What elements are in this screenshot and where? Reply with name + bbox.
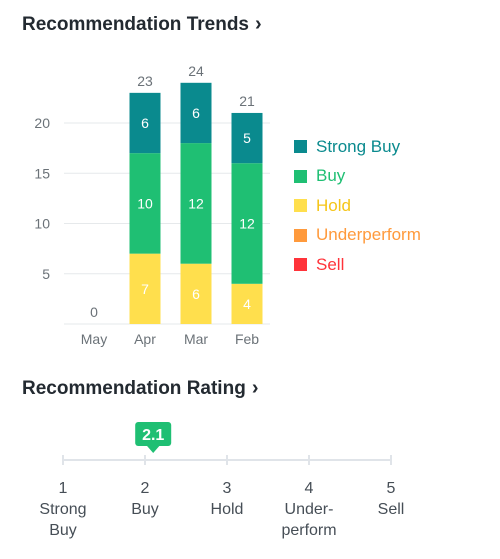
legend-item-hold[interactable]: Hold [294, 191, 421, 221]
x-tick-label: Apr [134, 331, 156, 347]
rating-scale-item: 3 Hold [182, 478, 272, 520]
bar-value-label: 12 [239, 216, 255, 232]
bar-segment-hold[interactable] [180, 263, 212, 324]
bar-value-label: 4 [243, 296, 251, 312]
legend-label: Hold [316, 195, 351, 215]
recommendation-trends-title[interactable]: Recommendation Trends › [22, 13, 262, 36]
chevron-right-icon: › [255, 13, 262, 35]
bar-segment-buy[interactable] [129, 153, 161, 254]
rating-scale-number: 3 [222, 480, 232, 497]
legend-swatch [294, 140, 307, 154]
legend-label: Strong Buy [316, 136, 401, 156]
rating-scale-number: 2 [140, 480, 150, 497]
legend-swatch [294, 169, 307, 183]
rating-scale-label: Hold [210, 501, 244, 518]
bar-value-label: 10 [137, 195, 153, 211]
legend-swatch [294, 199, 307, 213]
x-tick-label: Feb [235, 331, 259, 347]
bar-value-label: 6 [192, 286, 200, 302]
recommendation-rating-label: Recommendation Rating [22, 377, 246, 399]
bar-segment-strong-buy[interactable] [129, 92, 161, 154]
bar-total-label: 21 [239, 93, 255, 109]
rating-scale-label: perform [281, 522, 337, 539]
legend-label: Underperform [316, 225, 421, 245]
bar-value-label: 5 [243, 130, 251, 146]
bar-segment-hold[interactable] [231, 283, 263, 324]
legend-item-sell[interactable]: Sell [294, 250, 421, 280]
bar-segment-strong-buy[interactable] [231, 112, 263, 164]
recommendation-trends-chart: 5 10 15 20 0 May 7 10 6 23 Apr 6 12 6 24 Mar 4 12 5 21 Feb [34, 63, 270, 347]
rating-marker: 2.1 [135, 422, 172, 453]
rating-scale-label: Buy [49, 522, 77, 539]
x-tick-label: Mar [184, 331, 208, 347]
y-tick-label: 15 [34, 165, 50, 181]
rating-scale-labels: 1 Strong Buy 2 Buy 3 Hold 4 Under-perform 5 Sell [0, 478, 500, 548]
rating-scale-label: Buy [131, 501, 159, 518]
rating-scale-item: 2 Buy [100, 478, 190, 520]
bar-segment-strong-buy[interactable] [180, 82, 212, 144]
rating-value: 2.1 [142, 427, 164, 444]
rating-scale-number: 5 [386, 480, 396, 497]
rating-scale-label: Strong [39, 501, 87, 518]
legend-swatch [294, 228, 307, 242]
bar-segment-buy[interactable] [180, 143, 212, 264]
bar-value-label: 6 [141, 115, 149, 131]
bar-segment-hold[interactable] [129, 253, 161, 324]
bar-total-label: 0 [90, 304, 98, 320]
legend-label: Buy [316, 166, 346, 186]
x-tick-label: May [81, 331, 107, 347]
bar-total-label: 23 [137, 73, 153, 89]
y-tick-label: 10 [34, 216, 50, 232]
bar-value-label: 6 [192, 105, 200, 121]
rating-scale-label: Sell [377, 501, 405, 518]
rating-scale: 2.1 [62, 422, 392, 465]
rating-scale-number: 1 [58, 480, 68, 497]
recommendation-trends-label: Recommendation Trends [22, 13, 249, 35]
rating-scale-label: Under- [284, 501, 334, 518]
bar-total-label: 24 [188, 63, 204, 79]
y-tick-label: 20 [34, 115, 50, 131]
recommendation-rating-title[interactable]: Recommendation Rating › [22, 377, 258, 400]
legend-item-underperform[interactable]: Underperform [294, 221, 421, 251]
bar-value-label: 7 [141, 281, 149, 297]
y-tick-label: 5 [42, 266, 50, 282]
chart-legend: Strong Buy Buy Hold Underperform Sell [294, 132, 421, 280]
legend-item-buy[interactable]: Buy [294, 162, 421, 192]
rating-scale-item: 1 Strong Buy [18, 478, 108, 541]
bar-value-label: 12 [188, 195, 204, 211]
legend-swatch [294, 258, 307, 272]
rating-scale-item: 4 Under-perform [264, 478, 354, 541]
legend-label: Sell [316, 254, 345, 274]
bar-segment-buy[interactable] [231, 163, 263, 284]
rating-scale-item: 5 Sell [346, 478, 436, 520]
legend-item-strong-buy[interactable]: Strong Buy [294, 132, 421, 162]
chevron-right-icon: › [251, 377, 259, 399]
rating-scale-number: 4 [304, 480, 314, 497]
